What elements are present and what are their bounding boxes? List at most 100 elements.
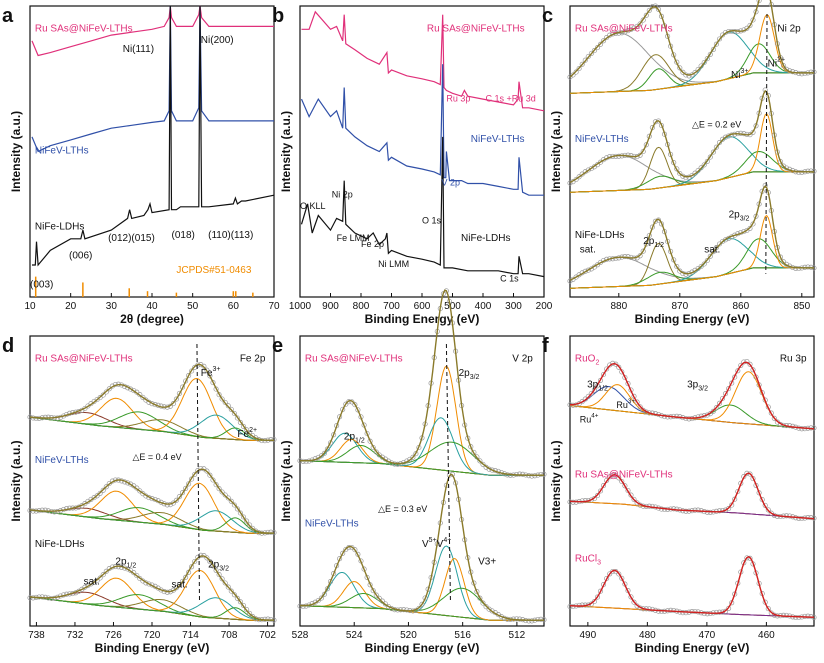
raw-data-point xyxy=(628,492,634,498)
annotation-label: 2p3/2 xyxy=(459,368,480,381)
panel-letter: c xyxy=(542,5,553,27)
raw-data-point xyxy=(179,578,186,584)
raw-data-point xyxy=(164,589,170,595)
raw-data-point xyxy=(726,506,732,512)
fit-component xyxy=(299,445,544,476)
fit-component xyxy=(299,438,544,476)
raw-data-point xyxy=(216,486,222,492)
series-line-2 xyxy=(32,5,275,267)
raw-data-point xyxy=(228,588,234,594)
raw-data-point xyxy=(765,606,771,612)
raw-data-point xyxy=(747,225,753,231)
raw-data-point xyxy=(716,140,723,146)
raw-data-point xyxy=(692,608,698,615)
raw-data-point xyxy=(637,253,643,259)
raw-data-point xyxy=(604,366,610,372)
raw-data-point xyxy=(210,563,216,569)
raw-data-point xyxy=(628,594,634,600)
fit-envelope xyxy=(569,361,815,430)
raw-data-point xyxy=(582,396,588,402)
panel-f: 490 480 470 460 Binding Energy (eV) Intensity… xyxy=(542,335,817,655)
raw-data-point xyxy=(783,66,790,72)
raw-data-point xyxy=(704,509,710,515)
raw-data-point xyxy=(234,595,240,601)
x-tick-label: 732 xyxy=(67,630,84,641)
x-tick-label: 470 xyxy=(699,630,716,641)
raw-data-point xyxy=(726,386,732,392)
raw-data-point xyxy=(722,237,729,243)
raw-data-point xyxy=(573,69,579,75)
x-tick-label: 516 xyxy=(454,630,471,641)
annotation-label: NiFe-LDHs xyxy=(575,230,624,241)
annotation-label: 2p3/2 xyxy=(208,559,229,572)
fit-component xyxy=(29,509,274,534)
raw-data-point xyxy=(588,165,594,172)
raw-data-point xyxy=(318,453,324,459)
x-tick-label: 600 xyxy=(414,301,431,312)
raw-data-point xyxy=(125,480,131,486)
annotation-label: NiFeV-LTHs xyxy=(575,134,629,145)
raw-data-point xyxy=(805,613,811,619)
annotation-label: Ni LMM xyxy=(378,259,409,269)
raw-data-point xyxy=(97,395,103,401)
raw-data-point xyxy=(137,575,143,582)
x-tick-label: 870 xyxy=(671,301,688,312)
raw-data-point xyxy=(213,482,219,488)
raw-data-point xyxy=(704,56,710,62)
x-tick-label: 10 xyxy=(24,301,36,312)
raw-data-point xyxy=(652,218,658,224)
raw-data-point xyxy=(707,154,713,160)
raw-data-point xyxy=(686,73,692,79)
raw-data-point xyxy=(597,41,604,47)
raw-data-point xyxy=(750,367,756,373)
raw-data-point xyxy=(85,403,91,409)
raw-data-point xyxy=(707,51,713,57)
x-tick-label: 30 xyxy=(106,301,118,312)
raw-data-point xyxy=(176,390,182,396)
raw-data-point xyxy=(710,149,716,155)
annotation-label: Ru SAs@NiFeV-LTHs xyxy=(35,353,133,364)
raw-data-point xyxy=(231,410,237,417)
raw-data-point xyxy=(207,472,213,478)
raw-data-point xyxy=(631,599,637,605)
annotation-label: RuCl3 xyxy=(575,554,601,567)
raw-data-point xyxy=(179,490,186,496)
raw-data-point xyxy=(719,609,726,615)
raw-data-point xyxy=(796,169,802,176)
raw-data-point xyxy=(176,494,182,500)
raw-data-point xyxy=(716,241,723,247)
raw-data-point xyxy=(247,522,253,528)
raw-data-point xyxy=(713,405,719,411)
raw-data-point xyxy=(176,582,182,588)
annotation-label: Fe LMM xyxy=(337,233,370,243)
fit-component xyxy=(570,112,814,193)
raw-data-point xyxy=(747,555,753,561)
annotation-label: NiFeV-LTHs xyxy=(305,519,359,530)
raw-data-point xyxy=(192,471,198,477)
annotation-label: C 1s xyxy=(500,274,519,284)
raw-data-point xyxy=(125,566,131,572)
x-tick-label: 60 xyxy=(228,301,240,312)
annotation-label: 3p3/2 xyxy=(687,380,708,393)
raw-data-point xyxy=(201,363,207,369)
raw-data-point xyxy=(321,450,327,456)
raw-data-point xyxy=(579,61,585,67)
raw-data-point xyxy=(759,390,765,396)
raw-data-point xyxy=(646,7,652,13)
x-tick-label: 70 xyxy=(268,301,280,312)
x-tick-label: 800 xyxy=(353,301,370,312)
raw-data-point xyxy=(692,170,698,176)
raw-data-point xyxy=(655,6,662,12)
x-tick-label: 738 xyxy=(28,630,45,641)
annotation-label: Ru 3p xyxy=(446,93,470,103)
raw-data-point xyxy=(652,119,658,125)
raw-data-point xyxy=(619,575,625,581)
raw-data-point xyxy=(192,558,198,565)
annotation-label: (006) xyxy=(69,250,92,261)
panel-a: 10 20 30 40 50 60 70 2θ (degree) Intensity (a.u.… xyxy=(2,5,280,326)
raw-data-point xyxy=(722,507,729,513)
fit-component xyxy=(29,596,274,621)
raw-data-point xyxy=(701,162,707,168)
raw-data-point xyxy=(768,410,774,416)
plot-frame xyxy=(299,5,545,298)
